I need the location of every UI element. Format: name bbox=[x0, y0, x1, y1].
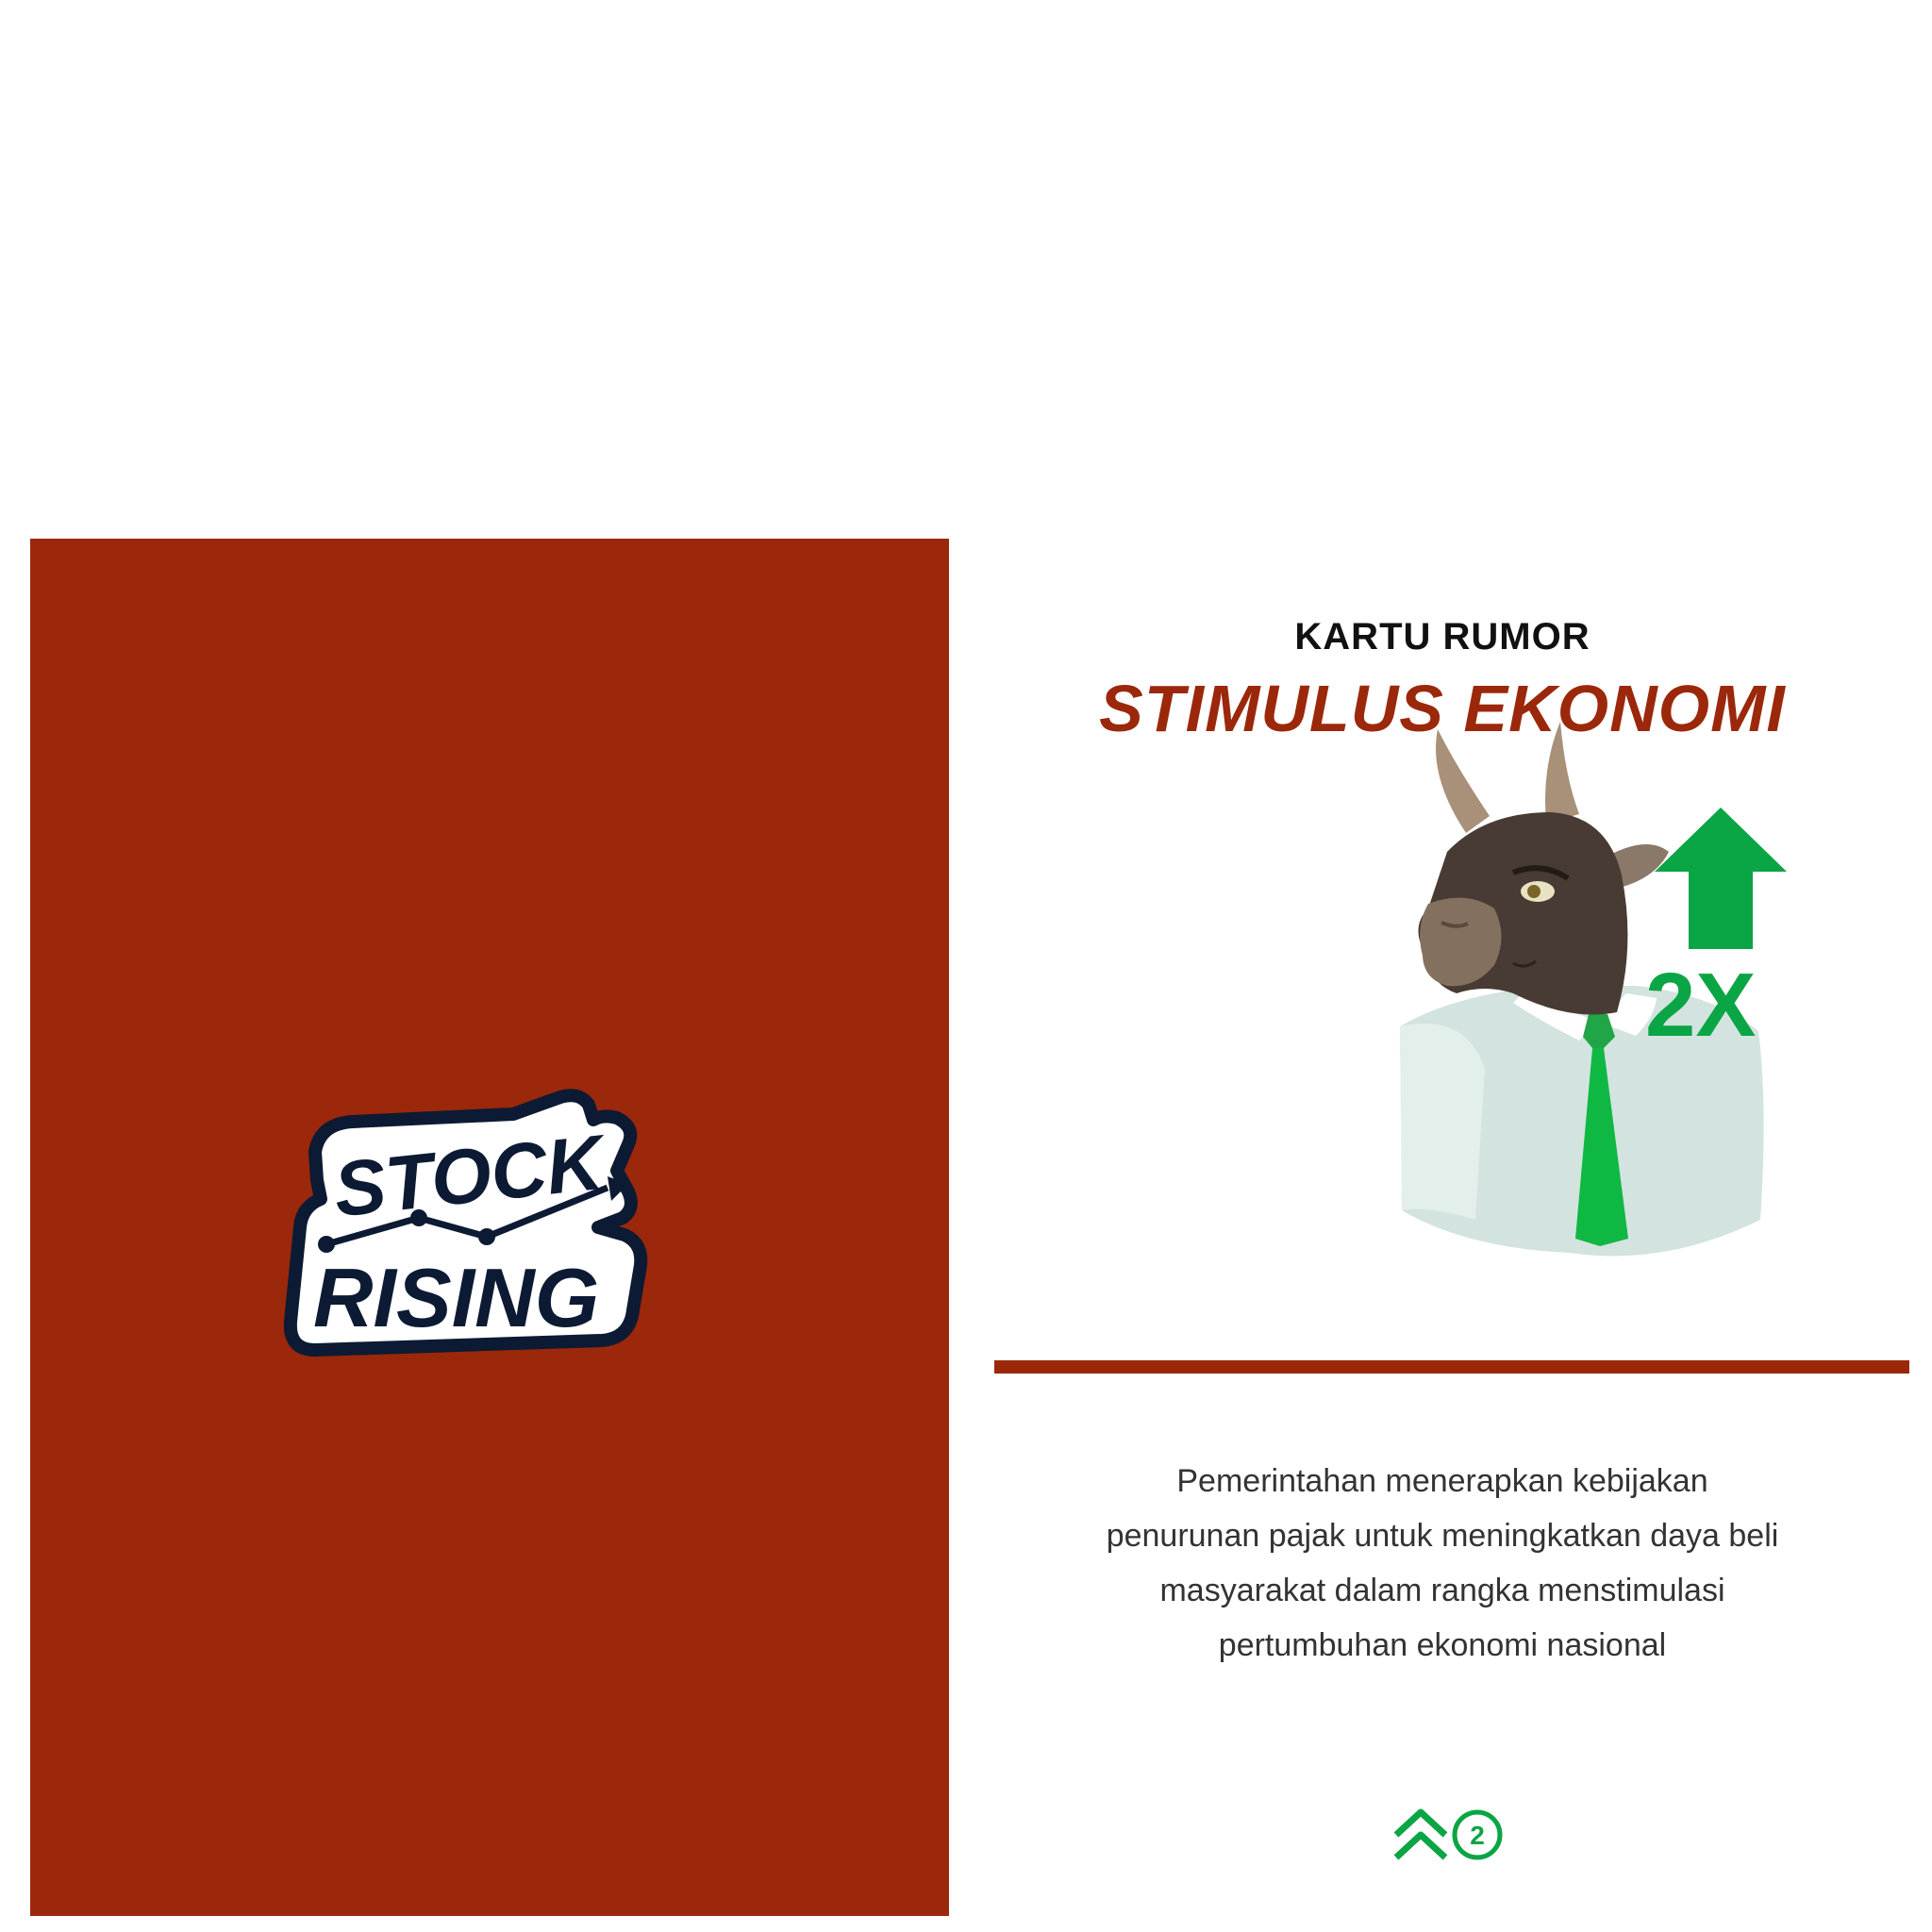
level-circle-icon bbox=[1452, 1809, 1503, 1860]
card-description: Pemerintahan menerapkan kebijakan penuru… bbox=[1106, 1463, 1779, 1663]
bull-mascot-illustration bbox=[1400, 722, 1764, 1257]
level-number: 2 bbox=[1470, 1821, 1485, 1850]
stock-rising-logo: STOCK RISING bbox=[283, 1089, 648, 1357]
card-back: STOCK RISING bbox=[30, 539, 949, 1916]
card-title: STIMULUS EKONOMI bbox=[1099, 672, 1786, 745]
card-divider bbox=[994, 1360, 1909, 1374]
logo-trend-line bbox=[325, 1184, 609, 1248]
double-chevron-up-icon bbox=[1393, 1808, 1448, 1838]
card-subtitle: KARTU RUMOR bbox=[1294, 616, 1591, 658]
logo-trend-arrowhead bbox=[608, 1176, 628, 1201]
level-indicator: 2 bbox=[1393, 1808, 1503, 1860]
card-front: KARTU RUMOR STIMULUS EKONOMI 2X Pemerint… bbox=[994, 539, 1909, 1916]
multiplier-label: 2X bbox=[1645, 955, 1757, 1056]
logo-word-rising: RISING bbox=[313, 1251, 599, 1344]
up-arrow-icon bbox=[1655, 808, 1787, 949]
